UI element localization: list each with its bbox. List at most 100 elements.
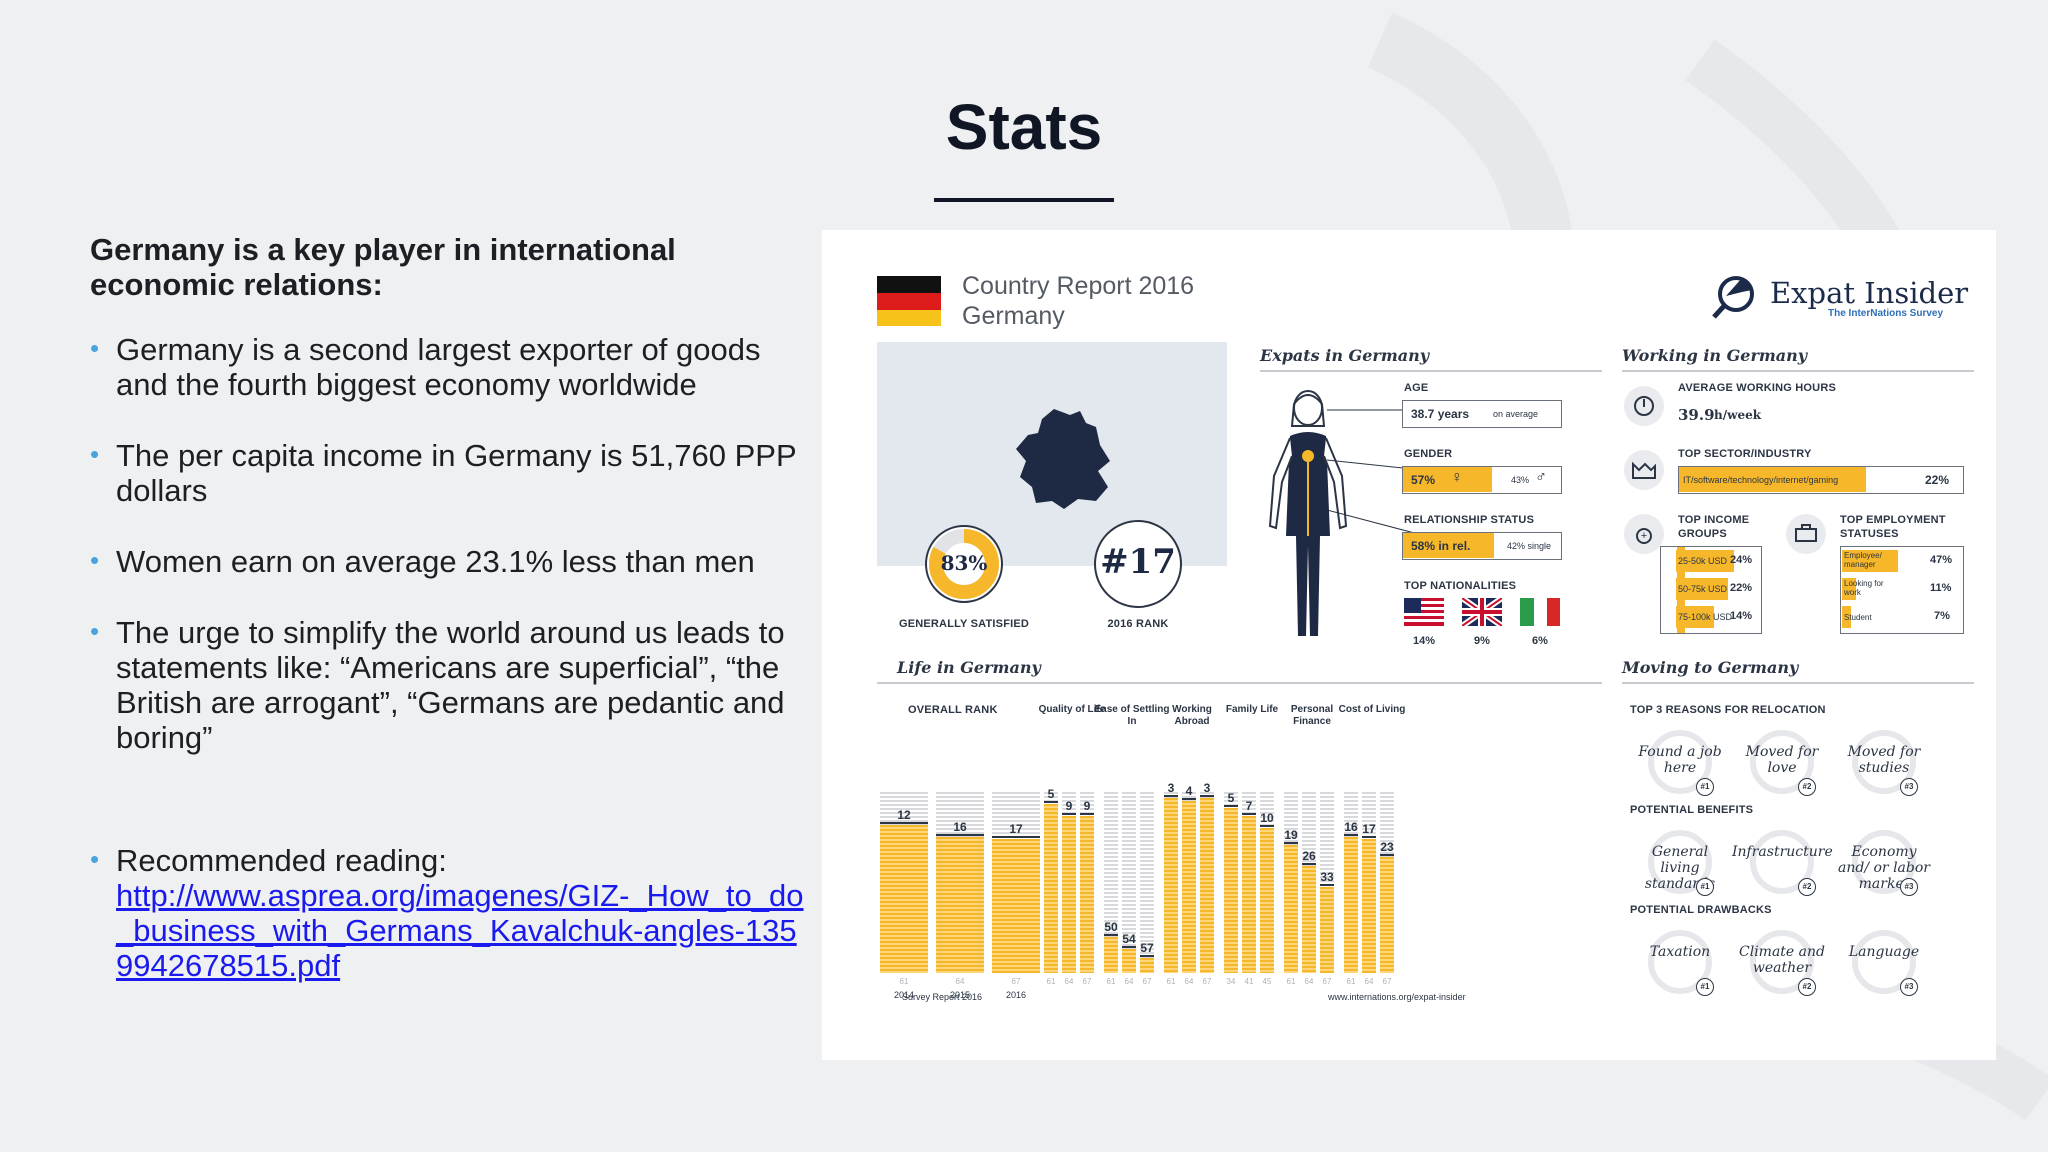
employment-label: TOP EMPLOYMENT (1840, 514, 1946, 526)
rank-bar (1344, 792, 1358, 973)
benefits-ring-icon (1852, 830, 1916, 894)
rank-max-label: 67 (1011, 977, 1021, 986)
footer-left: Survey Report 2016 (902, 992, 983, 1002)
female-share-fill (1403, 467, 1493, 492)
report-title: Country Report 2016 (962, 272, 1195, 300)
rank-max-label: 61 (899, 977, 909, 986)
rank-value-label: 57 (1140, 941, 1154, 958)
category-label: Quality of Life (1038, 704, 1106, 715)
rank-value-label: 26 (1302, 849, 1316, 866)
rank-badge-icon: #2 (1798, 978, 1816, 996)
recommended-label: Recommended reading: (116, 843, 447, 878)
rank-bar (1104, 792, 1118, 973)
bullet-text: Women earn on average 23.1% less than me… (116, 544, 755, 579)
rank-max-label: 67 (1202, 977, 1212, 986)
drawbacks-ring-icon (1750, 930, 1814, 994)
bullet-text: Germany is a second largest exporter of … (116, 332, 761, 402)
rank-badge: #17 (1094, 520, 1182, 608)
rank-max-label: 67 (1142, 977, 1152, 986)
expats-divider (1260, 370, 1602, 372)
employment-pct: 47% (1930, 554, 1953, 566)
bullet-text: The urge to simplify the world around us… (116, 615, 785, 755)
satisfied-ring (925, 525, 1003, 603)
life-divider (877, 682, 1602, 684)
rank-bar-fill (1362, 839, 1376, 973)
employment-row-fill (1842, 606, 1851, 628)
sector-field: IT/software/technology/internet/gaming 2… (1678, 466, 1964, 494)
bullet-icon: • (90, 439, 100, 469)
rank-value-label: 17 (992, 822, 1040, 839)
rank-bar (1164, 792, 1178, 973)
rank-bar (1320, 792, 1334, 973)
rank-bar (1224, 792, 1238, 973)
moving-divider (1622, 682, 1974, 684)
rank-label: 2016 RANK (1107, 618, 1169, 630)
rank-value-label: 50 (1104, 920, 1118, 937)
income-label: TOP INCOME (1678, 514, 1750, 526)
rank-bar (936, 792, 984, 973)
age-field: 38.7 years on average (1402, 400, 1562, 428)
income-name: 50-75k USD (1678, 584, 1728, 594)
rank-value-label: 23 (1380, 840, 1394, 857)
category-label: Family Life (1225, 704, 1279, 715)
rank-bar-track (1122, 792, 1136, 973)
rank-max-label: 61 (1106, 977, 1116, 986)
rank-value-label: 3 (1164, 781, 1178, 797)
employment-name: Looking for work (1844, 579, 1884, 597)
bullet-item-recommended: • Recommended reading: http://www.asprea.o… (90, 843, 810, 983)
benefits-ring-icon (1648, 830, 1712, 894)
rank-bar (992, 792, 1040, 973)
rank-bar-fill (1062, 815, 1076, 973)
employment-name: Employee/ manager (1844, 551, 1882, 569)
male-icon: ♂ (1535, 469, 1547, 486)
rank-max-label: 64 (1064, 977, 1074, 986)
rank-bar-fill (1104, 937, 1118, 973)
uk-flag-icon (1462, 598, 1502, 626)
expats-section-title: Expats in Germany (1260, 346, 1430, 365)
reasons-ring-icon (1648, 730, 1712, 794)
industry-icon (1624, 450, 1664, 490)
rank-max-label: 45 (1262, 977, 1272, 986)
rank-bar-fill (880, 824, 928, 973)
rank-value-label: 54 (1122, 932, 1136, 949)
brand-subtitle: The InterNations Survey (1828, 308, 1944, 319)
bullet-item: • Germany is a second largest exporter of… (90, 332, 810, 402)
drawbacks-item: Climate and weather (1739, 944, 1825, 976)
income-pct: 14% (1730, 610, 1753, 622)
income-name: 75-100k USD (1678, 612, 1733, 622)
rank-bar (1362, 792, 1376, 973)
drawbacks-ring-icon (1852, 930, 1916, 994)
income-row-fill (1676, 578, 1728, 600)
infographic-card: Country Report 2016 Germany Expat Inside… (822, 230, 1996, 1060)
hours-label: AVERAGE WORKING HOURS (1678, 382, 1837, 394)
employment-pct: 11% (1930, 582, 1952, 594)
germany-map-icon (1016, 409, 1110, 509)
rank-value-label: 7 (1242, 799, 1256, 816)
recommended-link[interactable]: http://www.asprea.org/imagenes/GIZ-_How_… (116, 878, 804, 983)
rank-max-label: 64 (1364, 977, 1374, 986)
rank-bar-fill (1044, 803, 1058, 973)
nationality-pct: 6% (1532, 635, 1548, 647)
money-bag-icon: + (1624, 514, 1664, 554)
income-row-fill (1676, 550, 1734, 572)
rank-bar (1302, 792, 1316, 973)
employment-label-2: STATUSES (1840, 528, 1899, 540)
sector-share-fill (1679, 467, 1866, 492)
rank-bar (1080, 792, 1094, 973)
rank-max-label: 61 (1046, 977, 1056, 986)
rank-value-label: 3 (1200, 781, 1214, 797)
title-underline (934, 198, 1114, 202)
rank-bar-fill (1080, 815, 1094, 973)
rank-max-label: 64 (1124, 977, 1134, 986)
bullet-icon: • (90, 333, 100, 363)
bullet-list: • Germany is a second largest exporter of… (90, 332, 810, 983)
year-label: 2014 (893, 990, 915, 1000)
employment-row-fill (1842, 578, 1856, 600)
category-label: Ease of Settling In (1094, 704, 1170, 727)
drawbacks-ring-icon (1648, 930, 1712, 994)
rank-max-label: 64 (1304, 977, 1314, 986)
sector-label: TOP SECTOR/INDUSTRY (1678, 448, 1812, 460)
rank-max-label: 64 (1184, 977, 1194, 986)
rank-value-label: 16 (936, 820, 984, 836)
reasons-ring-icon (1852, 730, 1916, 794)
